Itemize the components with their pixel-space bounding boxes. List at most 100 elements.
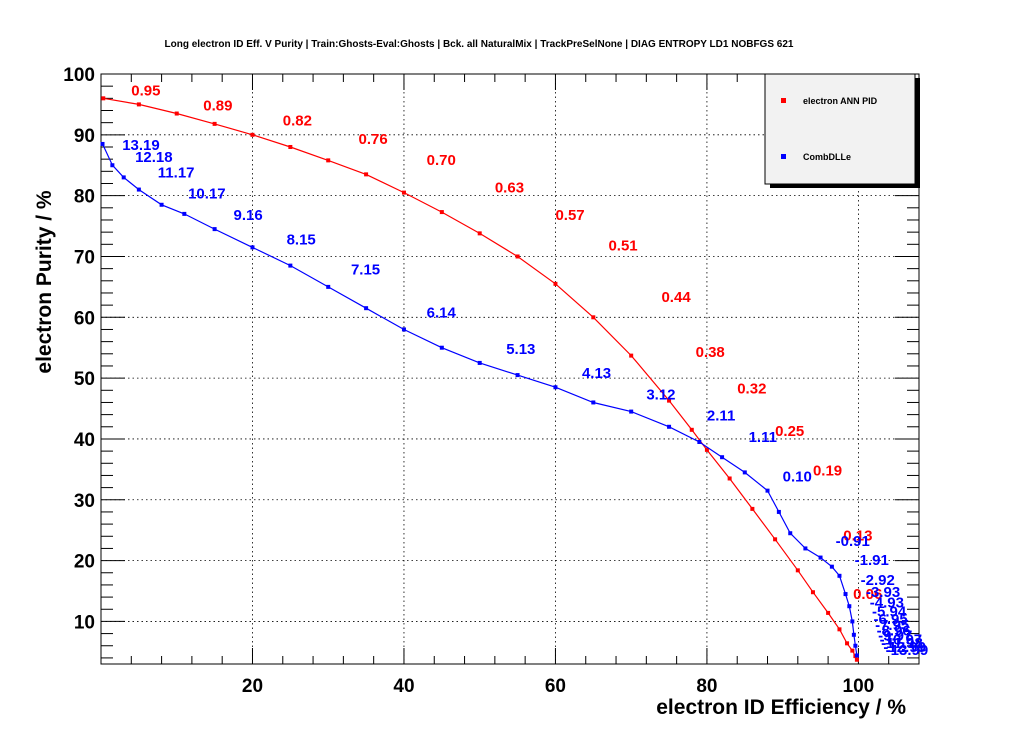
cut-label: 0.63 xyxy=(495,180,524,197)
data-point xyxy=(851,632,856,637)
cut-label: 0.76 xyxy=(359,131,388,148)
data-point xyxy=(829,564,834,569)
x-tick-label: 60 xyxy=(545,676,566,697)
cut-label: 4.13 xyxy=(582,365,611,382)
data-point xyxy=(401,190,406,195)
data-point xyxy=(159,202,164,207)
cut-label: -3.93 xyxy=(866,584,900,601)
x-tick-label: 80 xyxy=(696,676,717,697)
data-point xyxy=(136,102,141,107)
cut-label: 0.51 xyxy=(608,237,637,254)
y-tick-label: 100 xyxy=(63,65,95,86)
data-point xyxy=(773,537,778,542)
cut-label: -2.92 xyxy=(861,572,895,589)
data-point xyxy=(553,385,558,390)
data-point xyxy=(326,158,331,163)
tick-labels: 20 40 60 80 100 10 20 30 40 50 60 70 80 90 100 xyxy=(63,65,874,697)
cut-value-labels: 0.95 0.89 0.82 0.76 0.70 0.63 0.57 0.51 0.44 0.38… xyxy=(122,82,928,659)
y-axis-title: electron Purity / % xyxy=(33,190,56,374)
data-point xyxy=(750,506,755,511)
data-point xyxy=(697,439,702,444)
cut-label: 0.10 xyxy=(783,469,812,486)
cut-label: -9.97 xyxy=(878,627,912,644)
data-point xyxy=(212,121,217,126)
data-point xyxy=(845,641,850,646)
series-line xyxy=(103,97,858,660)
data-point xyxy=(250,245,255,250)
data-point xyxy=(810,590,815,595)
data-point xyxy=(100,141,105,146)
data-point xyxy=(591,315,596,320)
data-point xyxy=(720,455,725,460)
data-point xyxy=(847,604,852,609)
data-point xyxy=(803,546,808,551)
data-point xyxy=(795,568,800,573)
data-point xyxy=(850,648,855,653)
cut-label: -10.97 xyxy=(880,632,923,649)
y-tick-label: 80 xyxy=(74,187,95,208)
data-point xyxy=(853,643,858,648)
cut-label: 0.38 xyxy=(696,344,725,361)
y-tick-label: 60 xyxy=(74,308,95,329)
data-point xyxy=(837,627,842,632)
data-point xyxy=(818,555,823,560)
legend-entry-ann: electron ANN PID xyxy=(803,96,878,106)
data-point xyxy=(212,227,217,232)
data-point xyxy=(288,144,293,149)
cut-label: 3.12 xyxy=(646,386,675,403)
data-point xyxy=(477,360,482,365)
cut-label: 7.15 xyxy=(351,262,380,279)
data-point xyxy=(515,254,520,259)
cut-label: 2.11 xyxy=(707,408,735,425)
plot-frame xyxy=(100,73,920,665)
cut-label: 9.16 xyxy=(234,207,263,224)
data-point xyxy=(401,327,406,332)
data-point xyxy=(788,531,793,536)
cut-label: 0.13 xyxy=(843,528,872,545)
cut-label: 1.11 xyxy=(749,429,777,446)
data-point xyxy=(667,424,672,429)
cut-label: 10.17 xyxy=(188,186,226,203)
data-point xyxy=(288,263,293,268)
legend-box xyxy=(764,73,916,185)
cut-label: 8.15 xyxy=(287,231,316,248)
data-point xyxy=(110,163,115,168)
legend-marker-dll xyxy=(781,154,786,159)
data-point xyxy=(553,281,558,286)
data-point xyxy=(776,509,781,514)
cut-label: 5.13 xyxy=(506,341,535,358)
cut-label: 13.19 xyxy=(122,137,160,154)
x-tick-label: 100 xyxy=(843,676,875,697)
cut-label: 0.19 xyxy=(813,462,842,479)
data-series xyxy=(100,96,859,662)
cut-label: 12.18 xyxy=(135,149,173,166)
y-tick-label: 20 xyxy=(74,552,95,573)
data-point xyxy=(250,132,255,137)
data-point xyxy=(136,187,141,192)
cut-label: -7.95 xyxy=(875,617,909,634)
x-tick-label: 40 xyxy=(393,676,414,697)
y-tick-label: 40 xyxy=(74,430,95,451)
series-line xyxy=(101,143,858,656)
cut-label: 6.14 xyxy=(427,304,457,321)
grid-lines xyxy=(101,74,919,664)
cut-label: -6.95 xyxy=(874,611,908,628)
data-point xyxy=(121,175,126,180)
cut-label: -12.99 xyxy=(883,639,926,656)
y-tick-label: 50 xyxy=(74,369,95,390)
cut-label: 0.32 xyxy=(737,380,766,397)
data-point xyxy=(477,231,482,236)
data-point xyxy=(629,353,634,358)
axis-ticks xyxy=(101,73,920,664)
data-point xyxy=(689,427,694,432)
data-point xyxy=(182,211,187,216)
data-point xyxy=(101,96,106,101)
cut-label: -11.98 xyxy=(881,635,923,652)
data-point xyxy=(727,476,732,481)
data-point xyxy=(326,284,331,289)
legend: electron ANN PID CombDLLe xyxy=(764,73,920,188)
cut-label: 0.25 xyxy=(775,423,804,440)
data-point xyxy=(837,573,842,578)
data-point xyxy=(765,488,770,493)
